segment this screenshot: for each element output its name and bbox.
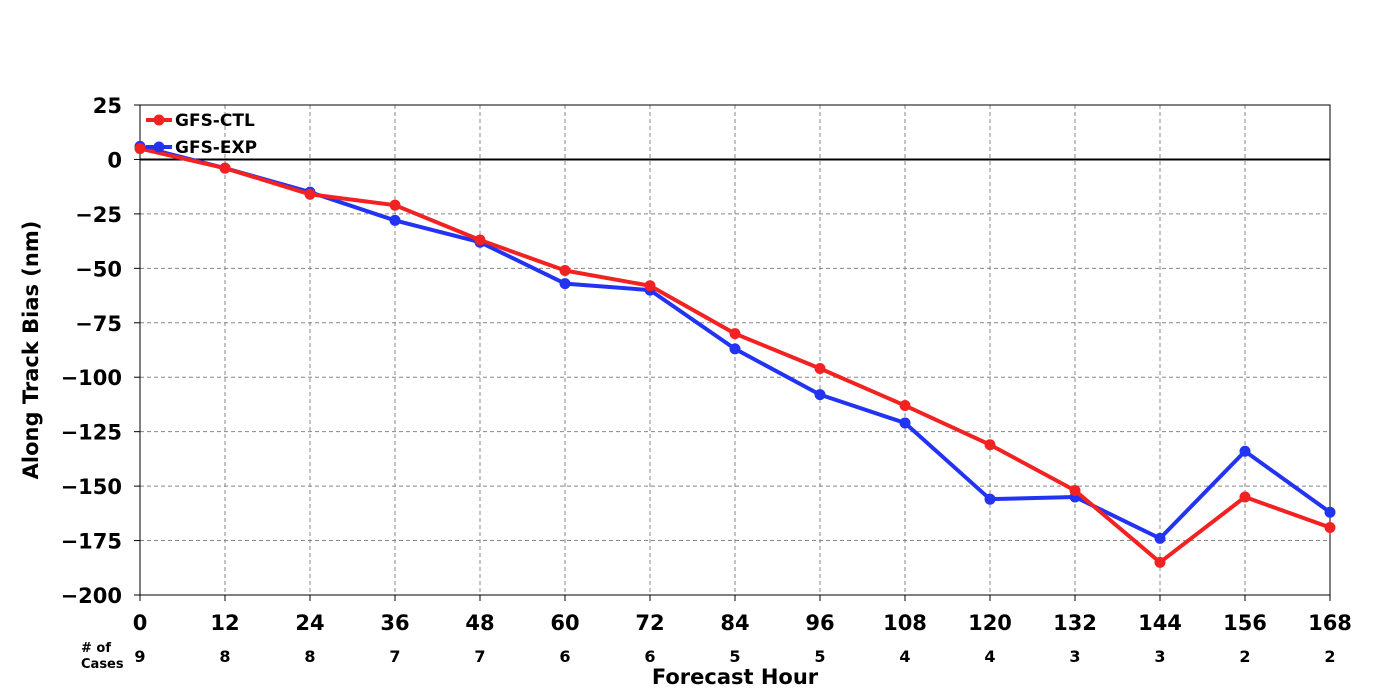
x-tick-label: 120	[968, 611, 1012, 635]
data-point	[984, 493, 996, 505]
x-tick-label: 12	[210, 611, 239, 635]
data-point	[814, 363, 826, 375]
y-tick-label: −175	[61, 530, 122, 554]
y-tick-label: −50	[75, 257, 122, 281]
case-count: 2	[1324, 647, 1335, 666]
data-point	[1324, 521, 1336, 533]
x-tick-label: 36	[380, 611, 409, 635]
series-lines	[134, 140, 1336, 568]
data-point	[474, 234, 486, 246]
data-point	[899, 400, 911, 412]
x-tick-label: 156	[1223, 611, 1267, 635]
data-point	[219, 162, 231, 174]
data-point	[644, 280, 656, 292]
data-point	[304, 188, 316, 200]
case-count: 5	[814, 647, 825, 666]
data-point	[729, 328, 741, 340]
data-point	[814, 389, 826, 401]
x-tick-label: 0	[133, 611, 148, 635]
x-tick-label: 132	[1053, 611, 1097, 635]
y-tick-label: −75	[75, 312, 122, 336]
cases-label-line2: Cases	[81, 657, 124, 672]
data-point	[1154, 532, 1166, 544]
y-tick-label: −100	[61, 366, 122, 390]
x-tick-label: 24	[295, 611, 324, 635]
case-count: 6	[644, 647, 655, 666]
legend-marker	[153, 114, 165, 126]
case-count: 3	[1154, 647, 1165, 666]
x-axis-ticks: 0 12 24 36 48 60 72 84 96 108 120 132 144 156 168	[133, 595, 1352, 635]
x-tick-label: 84	[720, 611, 749, 635]
y-tick-label: −125	[61, 421, 122, 445]
y-axis-label: Along Track Bias (nm)	[19, 221, 43, 480]
case-count: 8	[304, 647, 315, 666]
case-count: 8	[219, 647, 230, 666]
cases-row: # of Cases 9 8 8 7 7 6 6 5 5 4 4 3 3 2 2	[81, 641, 1336, 672]
case-count: 2	[1239, 647, 1250, 666]
data-point	[984, 439, 996, 451]
case-count: 9	[134, 647, 145, 666]
case-count: 6	[559, 647, 570, 666]
data-point	[1069, 484, 1081, 496]
legend-item: GFS-CTL	[146, 111, 255, 131]
grid	[140, 105, 1330, 595]
case-count: 4	[899, 647, 910, 666]
data-point	[899, 417, 911, 429]
data-point	[1239, 445, 1251, 457]
data-point	[1154, 556, 1166, 568]
data-point	[1324, 506, 1336, 518]
y-tick-label: −150	[61, 475, 122, 499]
series-gfs-ctl	[134, 143, 1336, 568]
y-tick-label: 25	[93, 94, 122, 118]
legend-item: GFS-EXP	[146, 138, 257, 158]
y-tick-label: −25	[75, 203, 122, 227]
data-point	[729, 343, 741, 355]
x-tick-label: 72	[635, 611, 664, 635]
y-axis-ticks: 25 0 −25 −50 −75 −100 −125 −150 −175 −200	[61, 94, 140, 608]
case-count: 3	[1069, 647, 1080, 666]
y-tick-label: −200	[61, 584, 122, 608]
cases-label-line1: # of	[81, 641, 111, 656]
legend: GFS-CTL GFS-EXP	[146, 111, 257, 158]
data-point	[1239, 491, 1251, 503]
x-tick-label: 60	[550, 611, 579, 635]
y-tick-label: 0	[107, 148, 122, 172]
data-point	[559, 278, 571, 290]
x-tick-label: 96	[805, 611, 834, 635]
x-tick-label: 48	[465, 611, 494, 635]
case-count: 5	[729, 647, 740, 666]
data-point	[389, 214, 401, 226]
legend-label: GFS-EXP	[175, 138, 257, 158]
x-tick-label: 144	[1138, 611, 1182, 635]
data-point	[134, 143, 146, 155]
case-count: 7	[474, 647, 485, 666]
case-count: 7	[389, 647, 400, 666]
x-tick-label: 168	[1308, 611, 1352, 635]
legend-label: GFS-CTL	[175, 111, 255, 131]
data-point	[559, 265, 571, 277]
case-count: 4	[984, 647, 995, 666]
x-axis-label: Forecast Hour	[652, 665, 819, 689]
legend-marker	[153, 141, 165, 153]
data-point	[389, 199, 401, 211]
x-tick-label: 108	[883, 611, 927, 635]
